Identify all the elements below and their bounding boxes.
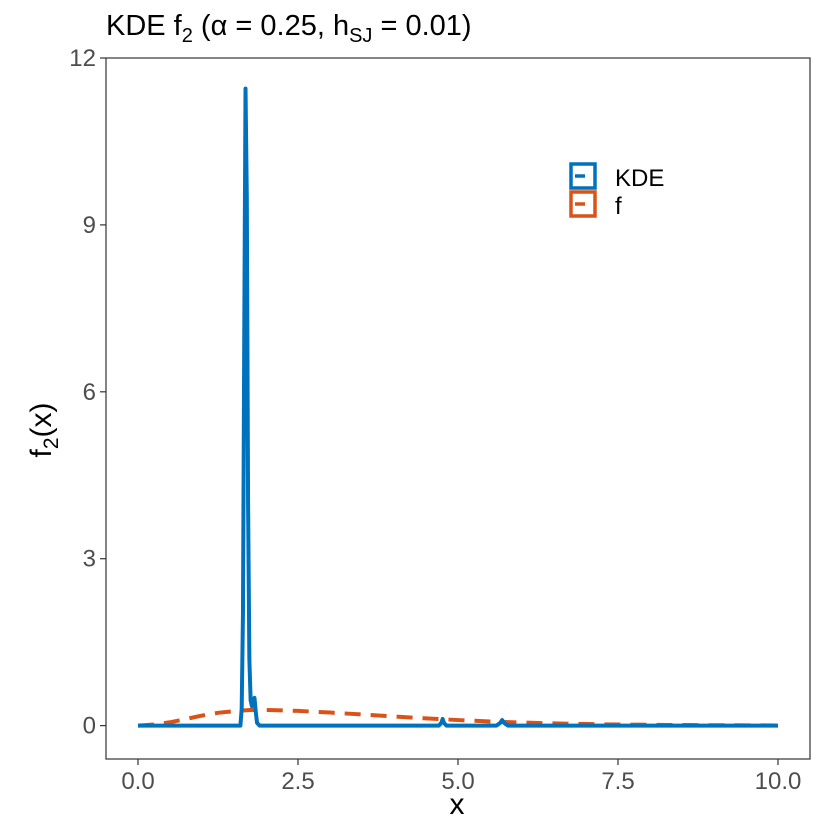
y-tick-label: 3 [83,546,96,573]
x-tick-label: 2.5 [281,768,314,795]
chart-title: KDE f2 (α = 0.25, hSJ = 0.01) [106,10,472,47]
y-axis-title: f2(x) [25,402,63,457]
y-tick-label: 9 [83,212,96,239]
legend-label: KDE [615,165,664,192]
y-tick-label: 6 [83,379,96,406]
y-tick-label: 12 [69,45,96,72]
x-tick-label: 0.0 [121,768,154,795]
y-axis: 0 3 6 9 12 [69,45,106,740]
series-line-kde [138,86,778,728]
series-layer [137,86,779,728]
x-tick-label: 10.0 [755,768,802,795]
plot-panel [105,57,811,760]
y-tick-label: 0 [83,713,96,740]
x-tick-label: 5.0 [441,768,474,795]
x-tick-label: 7.5 [601,768,634,795]
legend-label: f [615,193,622,220]
x-axis: 0.0 2.5 5.0 7.5 10.0 [121,759,801,795]
x-axis-title: x [450,788,465,821]
legend-key-kde [569,162,597,190]
